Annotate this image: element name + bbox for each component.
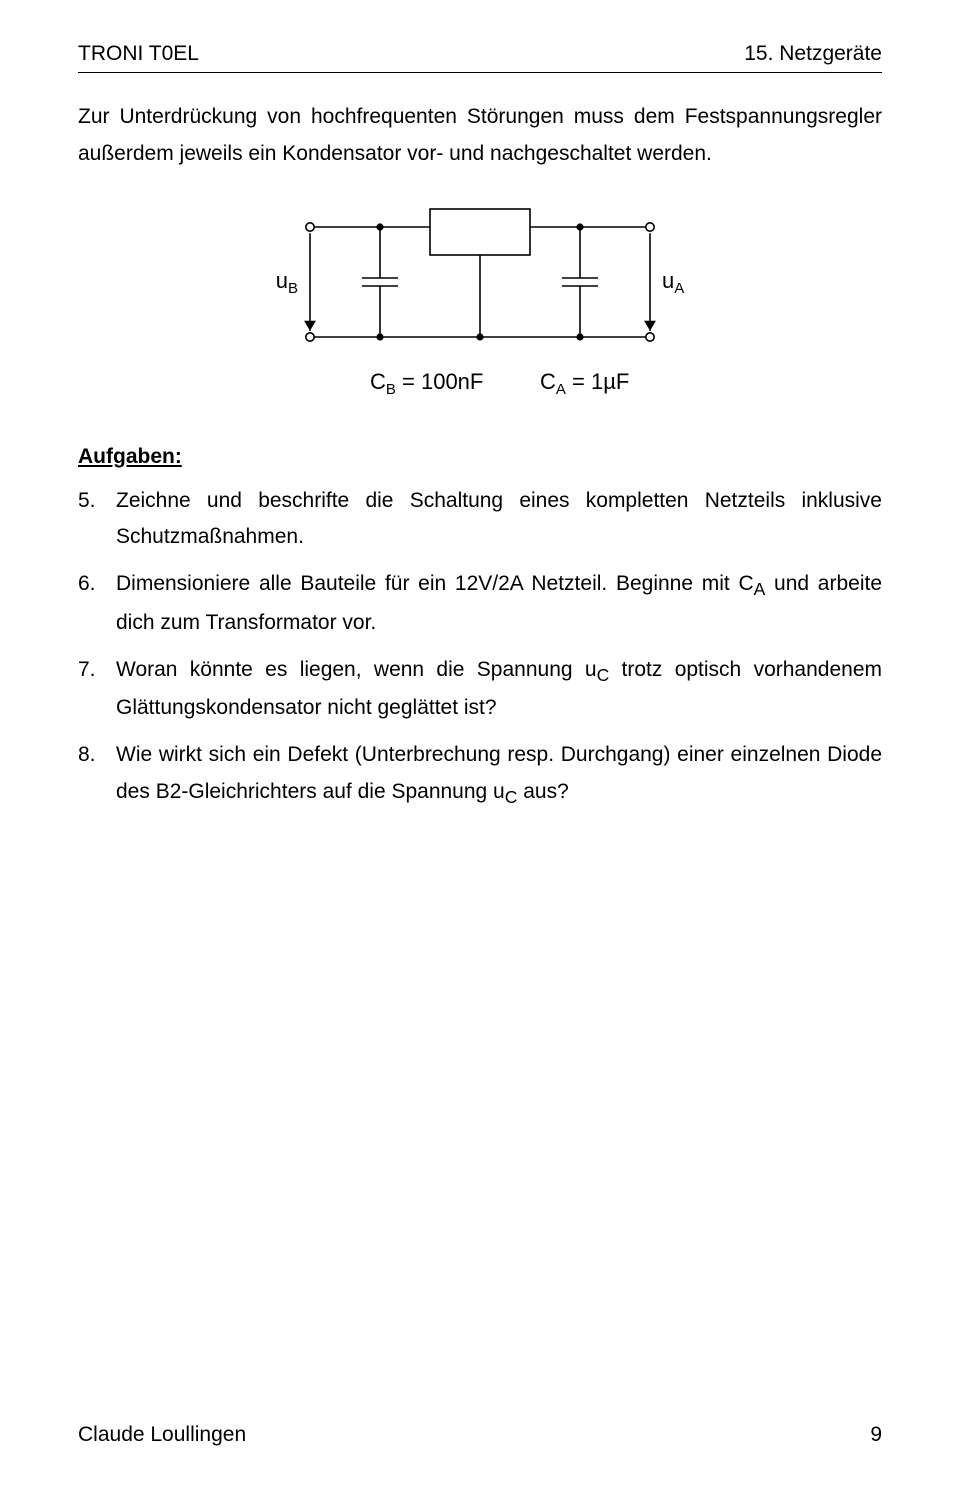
circuit-diagram: uB uA CB = 100nF CA = 1µF — [78, 197, 882, 427]
header-left: TRONI T0EL — [78, 42, 199, 66]
task-number: 7. — [78, 652, 116, 728]
task-text: Zeichne und beschrifte die Schaltung ein… — [116, 483, 882, 557]
header-right: 15. Netzgeräte — [744, 42, 882, 66]
task-item: 7.Woran könnte es liegen, wenn die Spann… — [78, 652, 882, 728]
footer-page-number: 9 — [870, 1423, 882, 1447]
svg-text:uA: uA — [662, 268, 684, 297]
task-number: 6. — [78, 566, 116, 642]
section-title: Aufgaben: — [78, 445, 882, 469]
task-item: 8.Wie wirkt sich ein Defekt (Unterbrechu… — [78, 737, 882, 813]
svg-text:uB: uB — [276, 268, 298, 297]
task-number: 5. — [78, 483, 116, 557]
intro-paragraph: Zur Unterdrückung von hochfrequenten Stö… — [78, 99, 882, 173]
task-item: 5.Zeichne und beschrifte die Schaltung e… — [78, 483, 882, 557]
tasks-list: 5.Zeichne und beschrifte die Schaltung e… — [78, 483, 882, 813]
task-text: Wie wirkt sich ein Defekt (Unterbrechung… — [116, 737, 882, 813]
task-number: 8. — [78, 737, 116, 813]
svg-text:CA = 1µF: CA = 1µF — [540, 369, 629, 398]
footer-author: Claude Loullingen — [78, 1423, 246, 1447]
task-item: 6.Dimensioniere alle Bauteile für ein 12… — [78, 566, 882, 642]
header-rule — [78, 72, 882, 73]
svg-text:CB = 100nF: CB = 100nF — [370, 369, 483, 398]
task-text: Dimensioniere alle Bauteile für ein 12V/… — [116, 566, 882, 642]
task-text: Woran könnte es liegen, wenn die Spannun… — [116, 652, 882, 728]
